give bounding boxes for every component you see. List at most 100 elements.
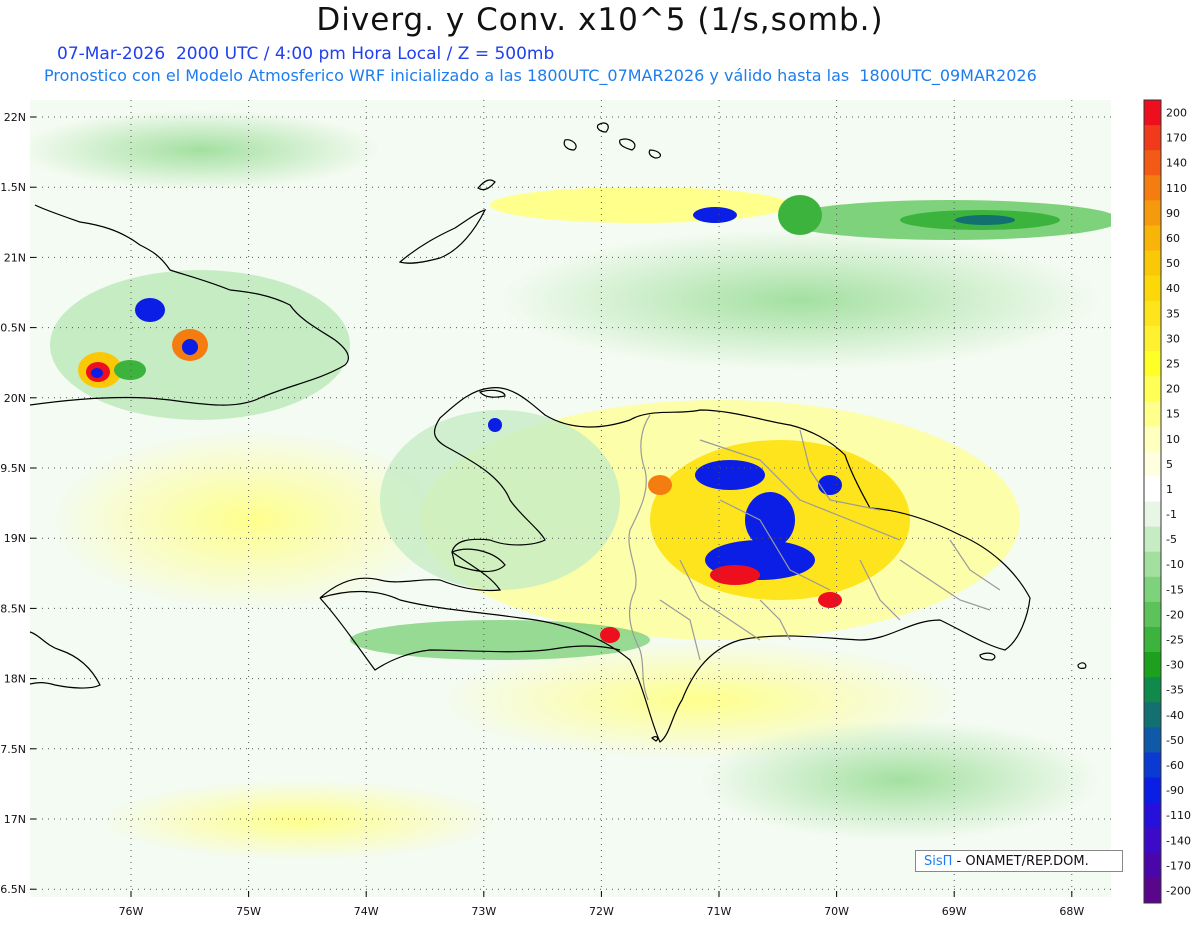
divergence-core <box>818 592 842 608</box>
mona-island <box>1077 662 1087 669</box>
colorbar-swatch <box>1144 777 1161 804</box>
cuba-cell <box>182 339 198 355</box>
haiti-south-coast <box>319 597 621 671</box>
colorbar-swatch <box>1144 275 1161 302</box>
colorbar-label: 200 <box>1166 107 1187 120</box>
colorbar-label: 5 <box>1166 458 1173 471</box>
colorbar-swatch <box>1144 350 1161 377</box>
colorbar-swatch <box>1144 501 1161 528</box>
colorbar-label: -25 <box>1166 634 1184 647</box>
colorbar-label: 35 <box>1166 307 1180 320</box>
colorbar-label: 90 <box>1166 207 1180 220</box>
jamaica-tip <box>29 631 101 689</box>
colorbar-outline <box>1143 99 1162 904</box>
colorbar-label: -40 <box>1166 709 1184 722</box>
lat-label: 9.5N <box>0 462 26 475</box>
lon-label: 73W <box>471 905 496 918</box>
colorbar-swatch <box>1144 200 1161 226</box>
lat-label: 21N <box>4 251 26 264</box>
bahamas-island <box>477 179 496 191</box>
colorbar-swatch <box>1144 476 1161 502</box>
cuba-cell <box>114 360 146 380</box>
colorbar-swatch <box>1144 702 1161 728</box>
colorbar-label: -60 <box>1166 759 1184 772</box>
colorbar-swatch <box>1144 727 1161 753</box>
colorbar-swatch <box>1144 376 1161 402</box>
divergence-core <box>600 627 620 643</box>
lat-label: 19N <box>4 532 26 545</box>
colorbar-swatch <box>1144 125 1161 151</box>
colorbar-swatch <box>1144 300 1161 327</box>
colorbar-label: -50 <box>1166 734 1184 747</box>
colorbar-swatch <box>1144 451 1161 477</box>
coastlines <box>29 122 1087 743</box>
colorbar-label: 30 <box>1166 332 1180 345</box>
colorbar-label: 40 <box>1166 282 1180 295</box>
lon-label: 75W <box>236 905 261 918</box>
colorbar-label: -200 <box>1166 884 1191 897</box>
colorbar-label: -20 <box>1166 608 1184 621</box>
colorbar-label: -110 <box>1166 809 1191 822</box>
colorbar-label: 110 <box>1166 182 1187 195</box>
longitude-labels: 76W 75W 74W 73W 72W 71W 70W 69W 68W <box>119 905 1085 918</box>
convergence-core <box>818 475 842 495</box>
colorbar-label: 25 <box>1166 357 1180 370</box>
lat-label: 0.5N <box>0 322 26 335</box>
lat-label: 8.5N <box>0 602 26 615</box>
lat-label: 18N <box>4 673 26 686</box>
colorbar-label: -90 <box>1166 784 1184 797</box>
lat-label: 7.5N <box>0 743 26 756</box>
colorbar-label: -10 <box>1166 558 1184 571</box>
pale-green-patch <box>500 230 1100 370</box>
pale-yellow-patch <box>50 430 450 610</box>
lat-label: 1.5N <box>0 181 26 194</box>
forecast-time-line: 07-Mar-2026 2000 UTC / 4:00 pm Hora Loca… <box>57 44 555 64</box>
gonave-island <box>451 548 506 572</box>
graticule <box>30 100 1111 897</box>
colorbar-swatch <box>1144 426 1161 452</box>
convergence-core <box>488 418 502 432</box>
colorbar-swatch <box>1144 576 1161 603</box>
shading-layer <box>30 100 1111 897</box>
colorbar-label: -5 <box>1166 533 1177 546</box>
sispi-logo: SisΠ <box>924 854 953 869</box>
lon-label: 70W <box>824 905 849 918</box>
lat-label: 17N <box>4 813 26 826</box>
cuba-coast <box>29 204 349 406</box>
convergence-core <box>695 460 765 490</box>
tortuga-island <box>478 389 506 398</box>
colorbar-swatch <box>1144 852 1161 879</box>
hispaniola-coast <box>319 386 1031 743</box>
colorbar-label: 50 <box>1166 257 1180 270</box>
colorbar-swatch <box>1144 250 1161 277</box>
colorbar-label: 15 <box>1166 408 1180 421</box>
cuba-cell <box>135 298 165 322</box>
divergence-core <box>648 475 672 495</box>
latitude-labels: 22N 1.5N 21N 0.5N 20N 9.5N 19N 8.5N 18N 7.5N 17N 6.… <box>0 111 26 896</box>
lat-label: 6.5N <box>0 883 26 896</box>
lon-label: 71W <box>707 905 732 918</box>
colorbar-swatch <box>1144 877 1161 904</box>
pale-yellow-patch <box>100 780 500 860</box>
colorbar: 200 170 140 110 90 60 50 40 35 30 25 20 15 10 5 1 -1 -5 -1… <box>1143 99 1191 904</box>
lon-label: 74W <box>354 905 379 918</box>
colorbar-swatch <box>1144 677 1161 703</box>
colorbar-swatch <box>1144 175 1161 201</box>
colorbar-label: 60 <box>1166 232 1180 245</box>
colorbar-label: -170 <box>1166 859 1191 872</box>
colorbar-label: -140 <box>1166 834 1191 847</box>
lon-label: 69W <box>942 905 967 918</box>
hispaniola-field <box>380 410 620 590</box>
beata-island <box>650 736 659 742</box>
convergence-core <box>745 492 795 548</box>
turks-islands <box>563 122 662 159</box>
cuba-cell <box>91 368 103 378</box>
divergence-core <box>710 565 760 585</box>
saona-island <box>979 652 996 661</box>
colorbar-swatch <box>1144 802 1161 829</box>
colorbar-swatch <box>1144 150 1161 176</box>
colorbar-swatch <box>1144 401 1161 427</box>
colorbar-label: 10 <box>1166 433 1180 446</box>
colorbar-swatch <box>1144 827 1161 854</box>
colorbar-swatch <box>1144 752 1161 779</box>
